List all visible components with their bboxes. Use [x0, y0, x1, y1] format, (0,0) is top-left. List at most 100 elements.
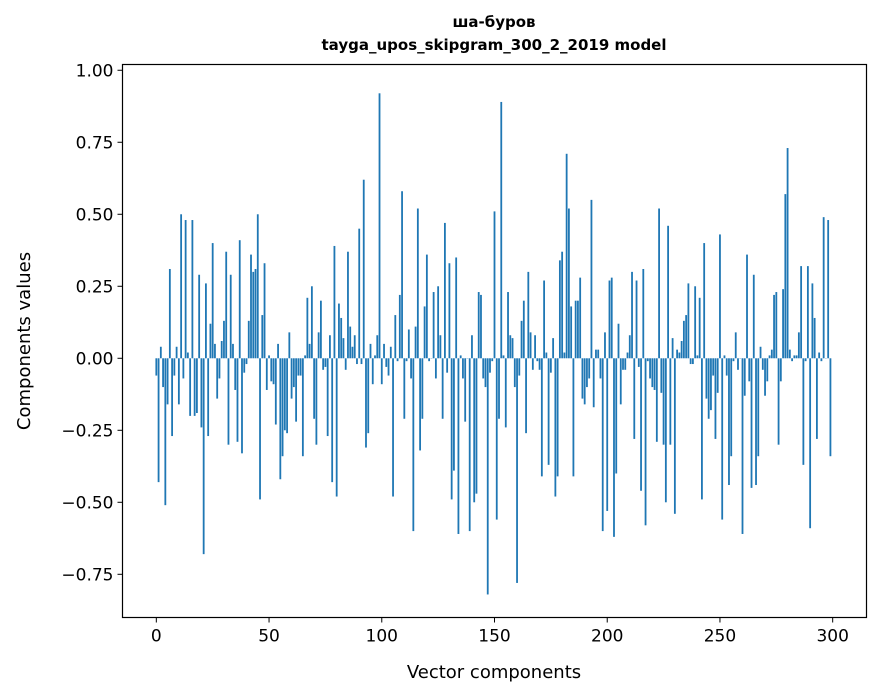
bar	[685, 315, 687, 358]
bar	[789, 350, 791, 359]
bar	[640, 358, 642, 490]
bar	[176, 347, 178, 359]
x-tick-label: 300	[816, 627, 848, 647]
bar	[234, 358, 236, 390]
bar	[451, 358, 453, 499]
bar	[361, 358, 363, 364]
bar	[629, 335, 631, 358]
bar	[710, 358, 712, 410]
bar	[660, 358, 662, 393]
bar	[512, 338, 514, 358]
bar	[496, 358, 498, 519]
bar	[545, 353, 547, 359]
bar	[577, 301, 579, 359]
bar	[687, 283, 689, 358]
bar	[620, 358, 622, 404]
bar	[248, 321, 250, 358]
bar	[683, 321, 685, 358]
bar	[365, 358, 367, 447]
bar	[516, 358, 518, 583]
bar	[494, 211, 496, 358]
bar	[201, 358, 203, 427]
bar	[514, 358, 516, 387]
bar	[724, 355, 726, 358]
bar	[575, 301, 577, 359]
bar	[706, 358, 708, 398]
bar	[406, 358, 408, 361]
bar	[397, 358, 399, 361]
bar	[805, 358, 807, 361]
bar	[627, 353, 629, 359]
bar	[239, 240, 241, 358]
bar	[823, 217, 825, 358]
bar	[505, 358, 507, 427]
bar	[719, 234, 721, 358]
bar	[708, 358, 710, 418]
bar	[600, 358, 602, 378]
bar	[778, 358, 780, 444]
bar	[198, 275, 200, 359]
bar	[277, 344, 279, 358]
bar	[573, 358, 575, 476]
bar	[189, 358, 191, 416]
bar	[760, 347, 762, 359]
bar	[645, 358, 647, 525]
bar	[532, 358, 534, 370]
bar	[331, 358, 333, 482]
bar	[775, 292, 777, 358]
bar	[162, 358, 164, 387]
bar	[297, 358, 299, 375]
bar	[811, 283, 813, 358]
bars-group	[155, 93, 831, 594]
x-tick-label: 250	[704, 627, 736, 647]
x-tick-label: 100	[366, 627, 398, 647]
bar	[223, 321, 225, 358]
bar	[742, 358, 744, 534]
bar	[173, 358, 175, 375]
bar	[401, 191, 403, 358]
bar	[325, 358, 327, 367]
bar	[699, 298, 701, 358]
bar	[246, 358, 248, 364]
bar	[809, 358, 811, 528]
bar	[771, 350, 773, 359]
bar	[530, 332, 532, 358]
bar	[753, 275, 755, 359]
y-axis: −0.75−0.50−0.250.000.250.500.751.00	[61, 61, 122, 585]
bar	[439, 335, 441, 358]
bar	[584, 358, 586, 404]
bar	[237, 358, 239, 442]
bar	[306, 298, 308, 358]
bar	[295, 358, 297, 421]
bar	[255, 269, 257, 358]
bar	[624, 358, 626, 370]
bar	[649, 358, 651, 378]
y-axis-label: Components values	[14, 252, 35, 430]
bar	[216, 358, 218, 398]
bar	[561, 252, 563, 359]
bar	[793, 355, 795, 358]
bar	[622, 358, 624, 370]
bar	[656, 358, 658, 442]
bar	[509, 335, 511, 358]
bar	[613, 358, 615, 537]
bar	[500, 102, 502, 358]
bar	[279, 358, 281, 479]
bar	[552, 338, 554, 358]
bar	[669, 358, 671, 444]
bar	[586, 358, 588, 387]
bar	[672, 338, 674, 358]
bar	[313, 358, 315, 418]
bar	[302, 358, 304, 456]
bar	[266, 358, 268, 390]
bar	[309, 344, 311, 358]
bar	[757, 358, 759, 456]
bar	[471, 335, 473, 358]
bar	[453, 358, 455, 470]
bar	[609, 281, 611, 359]
bar	[676, 350, 678, 359]
bar	[354, 335, 356, 358]
bar	[541, 358, 543, 476]
bar	[647, 358, 649, 361]
